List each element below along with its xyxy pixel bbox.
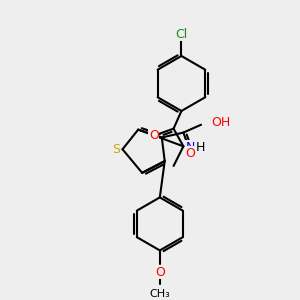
Text: O: O	[155, 266, 165, 278]
Text: CH₃: CH₃	[149, 289, 170, 299]
Text: H: H	[196, 141, 206, 154]
Text: O: O	[185, 147, 195, 160]
Text: Cl: Cl	[175, 28, 188, 41]
Text: S: S	[112, 143, 121, 156]
Text: N: N	[185, 141, 195, 154]
Text: OH: OH	[211, 116, 230, 129]
Text: O: O	[149, 129, 159, 142]
